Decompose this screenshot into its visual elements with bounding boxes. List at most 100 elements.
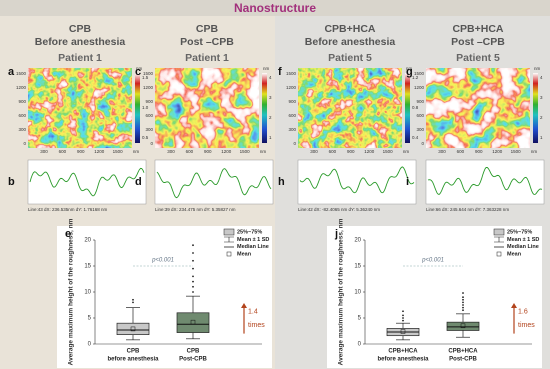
image-y-tick: 0 [421,141,424,146]
outlier [192,267,194,270]
image-x-tick: 300 [167,149,175,154]
image-y-tick: 300 [18,127,26,132]
legend-label: Median Line [237,244,269,250]
panel-letter: a [8,66,15,78]
y-tick-label: 10 [84,290,91,296]
legend-label: Mean [237,251,252,257]
image-x-tick: 600 [59,149,67,154]
image-y-tick: 0 [293,141,296,146]
profile-caption: Line:66 dX: 245.644 nm dY: 7.363228 nm [426,207,509,212]
image-y-tick: 1200 [286,85,297,90]
profile-letter: h [278,176,285,188]
p-value: p<0.001 [421,258,444,264]
profile-frame [425,159,545,205]
category-label: before anesthesia [377,357,429,363]
fold-arrow-head [241,303,247,308]
image-x-tick: 1200 [492,149,503,154]
profile-caption: Line:43 dX: 236.535nm dY: 1.76168 nm [28,207,108,212]
category-label: CPB+HCA [388,349,418,355]
mean-marker [130,326,136,332]
legend-sd-swatch [494,236,504,243]
image-x-tick: 900 [77,149,85,154]
y-tick-label: 20 [84,238,91,244]
profile-line [29,167,145,197]
outlier [192,252,194,254]
outlier [192,275,194,278]
image-x-tick: 300 [438,149,446,154]
profile-frame [297,159,417,205]
image-x-tick: nm [531,149,538,154]
colorbar-tick: 3 [540,95,543,100]
colorbar-unit: nm [136,66,143,71]
profile-line [156,168,272,199]
panel-patient: Patient 5 [456,52,500,64]
plot-letter: j [334,228,338,240]
colorbar [533,73,538,143]
panel-letter: f [278,66,282,78]
afm-image [28,68,132,148]
panel-condition: Post –CPB [180,36,234,48]
image-y-tick: 1200 [16,85,27,90]
colorbar-tick: 1 [540,135,543,140]
figure-title: Nanostructure [234,1,316,15]
colorbar-tick: 0.4 [412,135,419,140]
y-axis-label: Average maximum height of the roughness,… [338,218,345,365]
image-y-tick: 1500 [143,71,154,76]
outlier [192,244,194,247]
image-y-tick: 1200 [414,85,425,90]
colorbar-tick: 0.8 [412,105,419,110]
image-x-tick: 1500 [240,149,251,154]
colorbar [262,73,267,143]
panel-group: CPB [196,23,219,35]
legend-box-swatch [493,228,505,236]
legend-label: Median Line [507,244,539,250]
image-x-tick: 1200 [94,149,105,154]
image-y-tick: 900 [145,99,153,104]
panel-condition: Post –CPB [451,36,505,48]
outlier [402,310,404,313]
colorbar-tick: 4 [540,75,543,80]
fold-value: 1.6 [518,309,528,316]
y-tick-label: 5 [88,316,92,322]
profile-caption: Line:39 dX: 234.475 nm dY: 5.35827 nm [155,207,236,212]
box [446,321,480,331]
panel-patient: Patient 1 [185,52,229,64]
image-x-tick: 300 [310,149,318,154]
mean-marker [190,319,196,325]
image-x-tick: 600 [457,149,465,154]
image-y-tick: 300 [416,127,424,132]
outlier [132,298,134,301]
y-tick-label: 20 [354,238,361,244]
image-x-tick: 1500 [113,149,124,154]
y-tick-label: 0 [358,342,362,348]
image-y-tick: 900 [416,99,424,104]
fold-unit: times [518,322,535,329]
panel-group: CPB+HCA [324,23,375,35]
mean-marker [460,323,466,329]
outlier [462,292,464,294]
title-bar [0,0,550,16]
image-y-tick: 0 [150,141,153,146]
fold-value: 1.4 [248,309,258,316]
y-tick-label: 15 [354,264,361,270]
image-x-tick: 900 [347,149,355,154]
outlier [192,259,194,262]
legend-label: 25%~75% [507,229,532,235]
image-x-tick: 600 [186,149,194,154]
p-value: p<0.001 [151,258,174,264]
image-y-tick: 1500 [286,71,297,76]
legend-label: Mean ± 1 SD [237,237,269,243]
fold-arrow-head [511,303,517,308]
colorbar-tick: 1 [269,135,272,140]
image-y-tick: 600 [18,113,26,118]
outlier [462,296,464,299]
box [116,322,150,335]
image-x-tick: nm [133,149,140,154]
image-x-tick: 600 [329,149,337,154]
outlier [192,285,194,288]
plot-letter: e [65,228,71,240]
legend-sd-swatch [224,236,234,243]
image-y-tick: 900 [288,99,296,104]
image-y-tick: 300 [288,127,296,132]
